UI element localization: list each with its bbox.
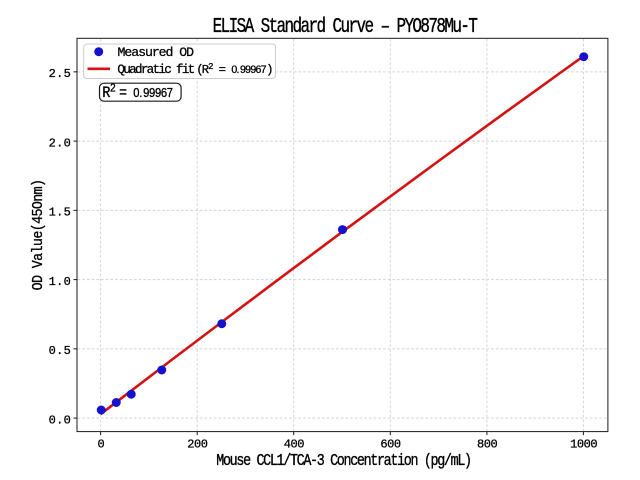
svg-text:1.5: 1.5 — [49, 206, 72, 220]
svg-text:Mouse CCL1/TCA-3 Concentration: Mouse CCL1/TCA-3 Concentration (pg/mL) — [216, 451, 470, 471]
svg-text:Measured OD: Measured OD — [118, 45, 195, 60]
svg-text:1000: 1000 — [570, 438, 597, 452]
svg-text:800: 800 — [477, 438, 498, 452]
svg-text:OD Value(45Onm): OD Value(45Onm) — [30, 180, 47, 291]
svg-text:0: 0 — [98, 438, 105, 452]
svg-text:R2=0.99967: R2 = 0.99967 — [102, 83, 173, 102]
svg-text:1.0: 1.0 — [49, 275, 72, 289]
svg-text:200: 200 — [187, 438, 208, 452]
svg-text:ELISA Standard Curve – PYO878M: ELISA Standard Curve – PYO878Mu-T — [213, 14, 478, 39]
svg-text:0.5: 0.5 — [49, 344, 72, 358]
svg-text:0.0: 0.0 — [49, 413, 72, 427]
svg-text:Quadratic fit(R2=0.99967): Quadratic fit (R2 = 0.99967) — [117, 62, 273, 77]
svg-text:2.0: 2.0 — [49, 136, 72, 150]
svg-text:2.5: 2.5 — [49, 67, 72, 81]
svg-text:600: 600 — [380, 438, 401, 452]
svg-text:400: 400 — [284, 438, 305, 452]
